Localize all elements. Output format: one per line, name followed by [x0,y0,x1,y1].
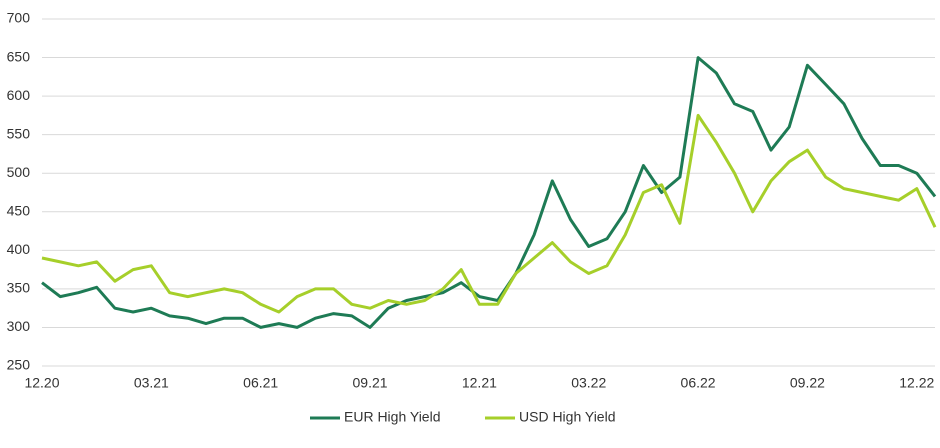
x-tick-label: 12.22 [899,375,934,391]
y-tick-label: 550 [7,125,31,141]
y-tick-label: 650 [7,48,31,64]
x-tick-label: 09.22 [790,375,825,391]
y-tick-label: 350 [7,280,31,296]
legend-label: EUR High Yield [344,409,441,425]
legend-label: USD High Yield [519,409,616,425]
y-tick-label: 300 [7,318,31,334]
y-tick-label: 450 [7,202,31,218]
x-tick-label: 03.21 [134,375,169,391]
x-tick-label: 06.22 [681,375,716,391]
x-tick-label: 09.21 [353,375,388,391]
series-line [41,56,937,329]
series-line [41,113,937,314]
y-tick-label: 400 [7,241,31,257]
y-tick-label: 600 [7,87,31,103]
x-tick-label: 03.22 [571,375,606,391]
x-tick-label: 06.21 [243,375,278,391]
y-tick-label: 250 [7,357,31,373]
y-tick-label: 500 [7,164,31,180]
y-tick-label: 700 [7,10,31,26]
x-tick-label: 12.20 [24,375,59,391]
x-tick-label: 12.21 [462,375,497,391]
